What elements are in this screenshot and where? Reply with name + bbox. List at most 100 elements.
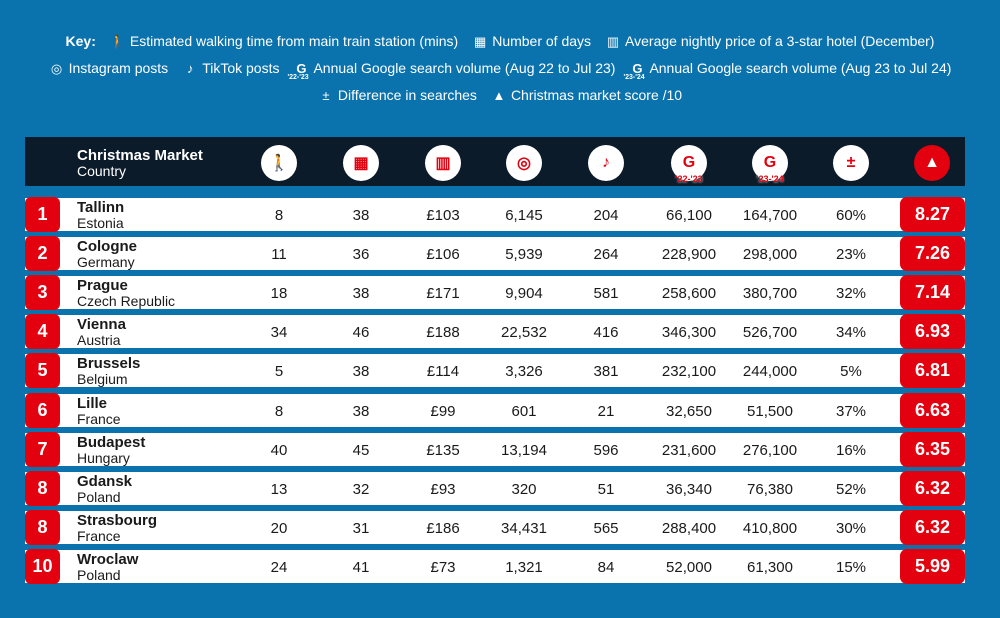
- tiktok-icon: ♪: [588, 145, 624, 181]
- key-item: ± Difference in searches: [318, 82, 477, 109]
- instagram-cell: 1,321: [505, 558, 543, 576]
- city-name: Gdansk: [77, 472, 133, 490]
- table-header: Christmas Market Country 🚶 ▦ ▥ ◎ ♪ G '22-…: [25, 137, 965, 186]
- score-badge: 7.26: [900, 236, 965, 272]
- hotel-cell: £99: [430, 402, 456, 420]
- g2324-cell: 244,000: [742, 363, 798, 381]
- tiktok-cell: 21: [597, 402, 615, 420]
- instagram-cell: 9,904: [505, 285, 543, 303]
- rank-badge: 10: [25, 548, 60, 584]
- country-name: Estonia: [77, 215, 124, 231]
- instagram-icon: ◎: [50, 61, 63, 76]
- days-cell: 32: [352, 480, 370, 498]
- diff-cell: 15%: [835, 558, 867, 576]
- diff-cell: 23%: [835, 246, 867, 264]
- tiktok-cell: 264: [593, 246, 619, 264]
- score-badge: 8.27: [900, 197, 965, 232]
- city-name: Tallinn: [77, 199, 125, 216]
- instagram-icon: ◎: [506, 145, 542, 181]
- walk-cell: 18: [270, 285, 288, 303]
- key-item-text: Number of days: [492, 33, 592, 49]
- christmas-tree-icon: ▲: [492, 88, 506, 103]
- g2223-cell: 36,340: [666, 480, 712, 498]
- country-name: Poland: [77, 488, 121, 505]
- key-item-text: Christmas market score /10: [510, 87, 683, 103]
- instagram-cell: 3,326: [505, 363, 543, 381]
- instagram-cell: 13,194: [501, 441, 547, 459]
- g2223-cell: 228,900: [661, 246, 717, 264]
- country-name: Poland: [77, 566, 121, 583]
- hotel-cell: £103: [426, 207, 460, 224]
- country-name: France: [77, 527, 121, 544]
- rank-badge: 5: [25, 353, 60, 389]
- instagram-cell: 5,939: [505, 246, 543, 264]
- plus-minus-icon: ±: [833, 145, 869, 181]
- country-name: France: [77, 410, 121, 427]
- g2223-cell: 258,600: [661, 285, 717, 303]
- key-item-text: Annual Google search volume (Aug 22 to J…: [313, 60, 616, 76]
- days-cell: 38: [352, 285, 370, 303]
- key-legend: Key: 🚶 Estimated walking time from main tr…: [0, 28, 1000, 109]
- hotel-cell: £73: [430, 558, 456, 576]
- plus-minus-icon: ±: [322, 88, 330, 103]
- g2223-cell: 346,300: [661, 324, 717, 342]
- key-item-text: Estimated walking time from main train s…: [129, 33, 459, 49]
- days-cell: 38: [352, 402, 370, 420]
- hotel-cell: £114: [426, 363, 460, 381]
- walk-cell: 24: [270, 558, 288, 576]
- calendar-icon: ▦: [474, 34, 487, 49]
- hotel-icon: ▥: [606, 34, 620, 49]
- key-item-text: Difference in searches: [337, 87, 477, 103]
- country-name: Belgium: [77, 371, 128, 388]
- key-item: ▲ Christmas market score /10: [491, 82, 683, 109]
- days-cell: 36: [352, 246, 370, 264]
- walk-cell: 13: [270, 480, 288, 498]
- table-row: 2 Cologne Germany 11 36 £106 5,939 264 228,900 29…: [25, 236, 965, 272]
- tiktok-icon: ♪: [186, 61, 194, 76]
- days-cell: 38: [352, 363, 370, 381]
- google-2223-label: '22-'23: [675, 174, 703, 184]
- key-item: 🚶 Estimated walking time from main train …: [110, 28, 458, 55]
- walk-cell: 20: [270, 519, 288, 537]
- city-name: Lille: [77, 394, 108, 412]
- g2223-cell: 232,100: [661, 363, 717, 381]
- table-row: 4 Vienna Austria 34 46 £188 22,532 416 346,300 52…: [25, 314, 965, 350]
- rank-badge: 2: [25, 236, 60, 272]
- hotel-icon: ▥: [425, 145, 461, 181]
- walk-cell: 5: [274, 363, 284, 381]
- key-item: ◎ Instagram posts: [49, 55, 169, 82]
- g2324-cell: 76,380: [747, 480, 793, 498]
- key-item-text: Average nightly price of a 3-star hotel …: [625, 33, 935, 49]
- rank-badge: 6: [25, 392, 60, 428]
- key-item-text: TikTok posts: [202, 60, 280, 76]
- key-item: G '22-'23 Annual Google search volume (Aug…: [287, 55, 616, 82]
- google-icon: G '23-'24: [623, 55, 645, 82]
- g2223-cell: 32,650: [666, 402, 712, 420]
- google-2324-label: '23-'24: [756, 174, 784, 184]
- country-name: Hungary: [77, 449, 130, 466]
- days-cell: 41: [352, 558, 370, 576]
- key-item-text: Instagram posts: [68, 60, 169, 76]
- days-cell: 46: [352, 324, 370, 342]
- key-item: ▦ Number of days: [472, 28, 591, 55]
- score-badge: 6.32: [900, 470, 965, 506]
- diff-cell: 34%: [835, 324, 867, 342]
- table-row: 8 Gdansk Poland 13 32 £93 320 51 36,340 76,380 52%…: [25, 470, 965, 506]
- rank-badge: 1: [25, 197, 60, 232]
- walk-cell: 8: [274, 402, 284, 420]
- google-icon-2324: G '23-'24: [752, 145, 788, 184]
- g2324-cell: 298,000: [742, 246, 798, 264]
- table-row: 8 Strasbourg France 20 31 £186 34,431 565 288,40…: [25, 509, 965, 545]
- country-name: Czech Republic: [77, 293, 176, 310]
- diff-cell: 5%: [840, 363, 862, 381]
- walk-cell: 8: [274, 207, 284, 224]
- rank-badge: 8: [25, 509, 60, 545]
- score-badge: 6.32: [900, 509, 965, 545]
- country-name: Germany: [77, 254, 135, 271]
- key-label: Key:: [65, 33, 96, 49]
- days-cell: 38: [352, 207, 370, 224]
- tiktok-cell: 51: [597, 480, 615, 498]
- city-name: Prague: [77, 277, 128, 295]
- city-name: Strasbourg: [77, 511, 158, 529]
- score-badge: 6.93: [900, 314, 965, 350]
